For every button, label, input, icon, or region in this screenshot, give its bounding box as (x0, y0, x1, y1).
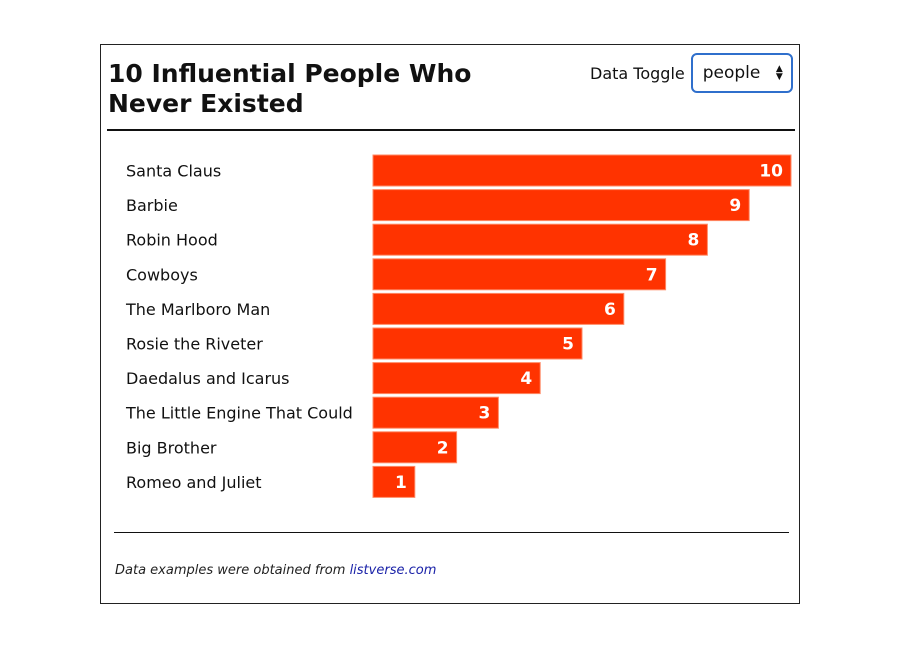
source-link[interactable]: listverse.com (349, 563, 437, 578)
category-label: Cowboys (126, 265, 198, 284)
category-label: Daedalus and Icarus (126, 369, 290, 388)
bar[interactable] (372, 258, 667, 291)
bar-value-label: 10 (759, 162, 783, 182)
bar[interactable] (372, 292, 625, 325)
category-label: Santa Claus (126, 162, 221, 181)
select-arrows-icon: ▲ ▼ (775, 64, 783, 82)
footer-text: Data examples were obtained from (115, 563, 346, 578)
footer-divider (114, 532, 789, 533)
category-label: Rosie the Riveter (126, 335, 263, 354)
data-toggle-value: people (702, 63, 761, 83)
data-toggle-select[interactable]: people ▲ ▼ (690, 53, 793, 93)
data-toggle-label: Data Toggle (590, 63, 685, 83)
page-title: 10 Influential People Who Never Existed (108, 59, 472, 118)
category-label: Barbie (126, 196, 178, 215)
footer-note: Data examples were obtained from listver… (115, 563, 436, 578)
bar[interactable] (372, 223, 708, 256)
bar-chart: Santa Claus 10 Barbie 9 Robin Hood 8 Cowboys 7 T… (125, 154, 792, 498)
bar[interactable] (372, 396, 499, 429)
bar-value-label: 7 (646, 265, 658, 285)
bar-value-label: 3 (479, 404, 491, 424)
data-toggle: Data Toggle people ▲ ▼ (590, 53, 793, 93)
bar[interactable] (372, 362, 541, 395)
bar[interactable] (372, 189, 750, 222)
category-label: Romeo and Juliet (126, 473, 262, 492)
header-divider (107, 129, 795, 131)
category-label: Big Brother (126, 438, 217, 457)
bar[interactable] (372, 327, 583, 360)
bar[interactable] (372, 465, 416, 498)
bar[interactable] (372, 431, 458, 464)
bar[interactable] (372, 154, 792, 187)
bar-value-label: 1 (395, 473, 407, 493)
bar-value-label: 4 (520, 369, 532, 389)
category-label: The Marlboro Man (125, 300, 270, 319)
bar-value-label: 5 (562, 335, 574, 355)
category-label: The Little Engine That Could (125, 404, 353, 423)
category-label: Robin Hood (126, 231, 218, 250)
bar-value-label: 8 (688, 231, 700, 251)
bar-value-label: 9 (729, 196, 741, 216)
bar-value-label: 6 (604, 300, 616, 320)
chart-card: 10 Influential People Who Never Existed … (100, 44, 800, 604)
bar-value-label: 2 (437, 438, 449, 458)
